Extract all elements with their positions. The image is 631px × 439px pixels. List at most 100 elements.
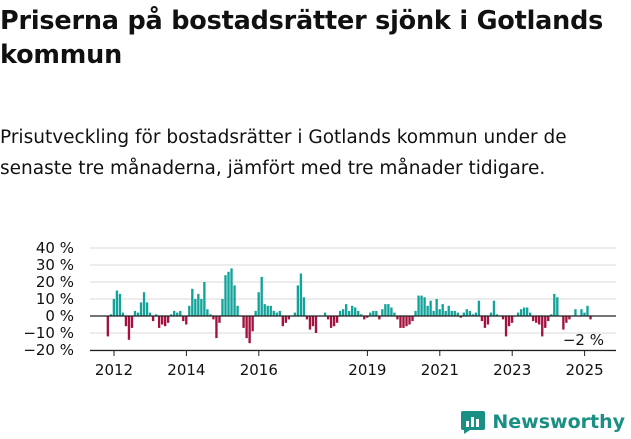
bar-negative xyxy=(510,316,514,323)
bar-positive xyxy=(266,305,269,316)
bar-negative xyxy=(483,316,487,328)
bar-positive xyxy=(293,312,297,316)
bar-negative xyxy=(287,316,291,320)
bar-negative xyxy=(541,316,544,337)
brand-name: Newsworthy xyxy=(492,411,625,433)
bar-negative xyxy=(245,316,248,339)
bar-negative xyxy=(326,316,330,320)
bar-positive xyxy=(351,305,354,316)
x-tick-label: 2019 xyxy=(348,361,386,379)
bar-positive xyxy=(278,310,281,316)
bar-positive xyxy=(224,275,227,316)
bar-positive xyxy=(209,314,212,316)
bar-negative xyxy=(378,316,381,320)
bar-negative xyxy=(163,316,167,327)
bar-positive xyxy=(420,295,423,316)
bar-positive xyxy=(583,312,586,316)
bar-positive xyxy=(263,304,266,316)
y-tick-label: 0 % xyxy=(45,307,74,325)
bar-positive xyxy=(118,293,122,316)
bar-positive xyxy=(341,309,345,316)
bar-positive xyxy=(387,304,390,316)
bar-negative xyxy=(507,316,511,327)
bar-positive xyxy=(495,314,499,316)
bar-negative xyxy=(535,316,538,323)
bar-positive xyxy=(112,299,116,316)
bar-positive xyxy=(384,304,387,316)
bar-negative xyxy=(547,316,550,322)
bar-positive xyxy=(414,310,417,316)
bar-negative xyxy=(130,316,134,328)
bar-negative xyxy=(405,316,408,327)
bar-negative xyxy=(504,316,508,337)
bar-negative xyxy=(366,316,369,318)
bar-negative xyxy=(408,316,411,325)
newsworthy-logo-icon xyxy=(461,411,486,434)
bar-positive xyxy=(136,312,140,316)
bar-positive xyxy=(477,300,481,316)
bar-negative xyxy=(185,316,188,325)
bar-negative xyxy=(124,316,128,327)
brand-logo: Newsworthy xyxy=(460,406,625,438)
bar-positive xyxy=(417,295,420,316)
bar-positive xyxy=(429,300,432,316)
bar-negative xyxy=(218,316,221,323)
bar-positive xyxy=(197,293,200,316)
bar-positive xyxy=(462,312,465,316)
bar-negative xyxy=(284,316,287,323)
bar-positive xyxy=(447,305,450,316)
x-tick-label: 2025 xyxy=(566,361,604,379)
bar-negative xyxy=(151,316,155,322)
bar-positive xyxy=(133,310,137,316)
axes xyxy=(90,315,616,356)
bar-positive xyxy=(142,292,146,316)
bar-positive xyxy=(109,314,113,316)
bar-negative xyxy=(459,316,462,318)
bar-positive xyxy=(269,305,272,316)
bar-positive xyxy=(381,309,384,316)
bar-positive xyxy=(426,305,429,316)
bar-positive xyxy=(236,305,239,316)
y-tick-label: 10 % xyxy=(36,290,74,308)
bar-negative xyxy=(308,316,312,330)
bar-positive xyxy=(194,299,197,316)
x-tick-label: 2016 xyxy=(240,361,278,379)
last-value-label: −2 % xyxy=(563,331,604,349)
bar-positive xyxy=(323,312,327,316)
y-tick-label: 20 % xyxy=(36,273,74,291)
bar-positive xyxy=(357,310,360,316)
bar-negative xyxy=(332,316,336,327)
bar-positive xyxy=(179,310,182,316)
bar-positive xyxy=(338,310,342,316)
bar-negative xyxy=(160,316,164,325)
bar-negative xyxy=(335,316,339,323)
bar-positive xyxy=(369,312,372,316)
bar-positive xyxy=(203,282,206,316)
bar-positive xyxy=(188,305,191,316)
y-tick-label: −10 % xyxy=(23,324,74,342)
bar-positive xyxy=(260,276,263,316)
bar-positive xyxy=(275,312,278,316)
bar-positive xyxy=(438,309,441,316)
bar-negative xyxy=(212,316,215,320)
bar-positive xyxy=(522,307,526,316)
bar-positive xyxy=(375,310,378,316)
bar-negative xyxy=(411,316,414,322)
bar-positive xyxy=(233,285,236,316)
bar-positive xyxy=(299,273,303,316)
bar-positive xyxy=(154,314,158,316)
bar-positive xyxy=(465,309,468,316)
bar-positive xyxy=(360,314,363,316)
bar-negative xyxy=(182,316,185,322)
bar-positive xyxy=(372,310,375,316)
bar-negative xyxy=(565,316,568,323)
bar-negative xyxy=(538,316,541,325)
bar-positive xyxy=(553,293,556,316)
y-tick-label: 40 % xyxy=(36,239,74,257)
bar-positive xyxy=(206,309,209,316)
bar-positive xyxy=(580,309,583,316)
bar-negative xyxy=(248,316,251,344)
bar-positive xyxy=(272,310,275,316)
bar-negative xyxy=(305,316,309,320)
bar-positive xyxy=(450,310,453,316)
